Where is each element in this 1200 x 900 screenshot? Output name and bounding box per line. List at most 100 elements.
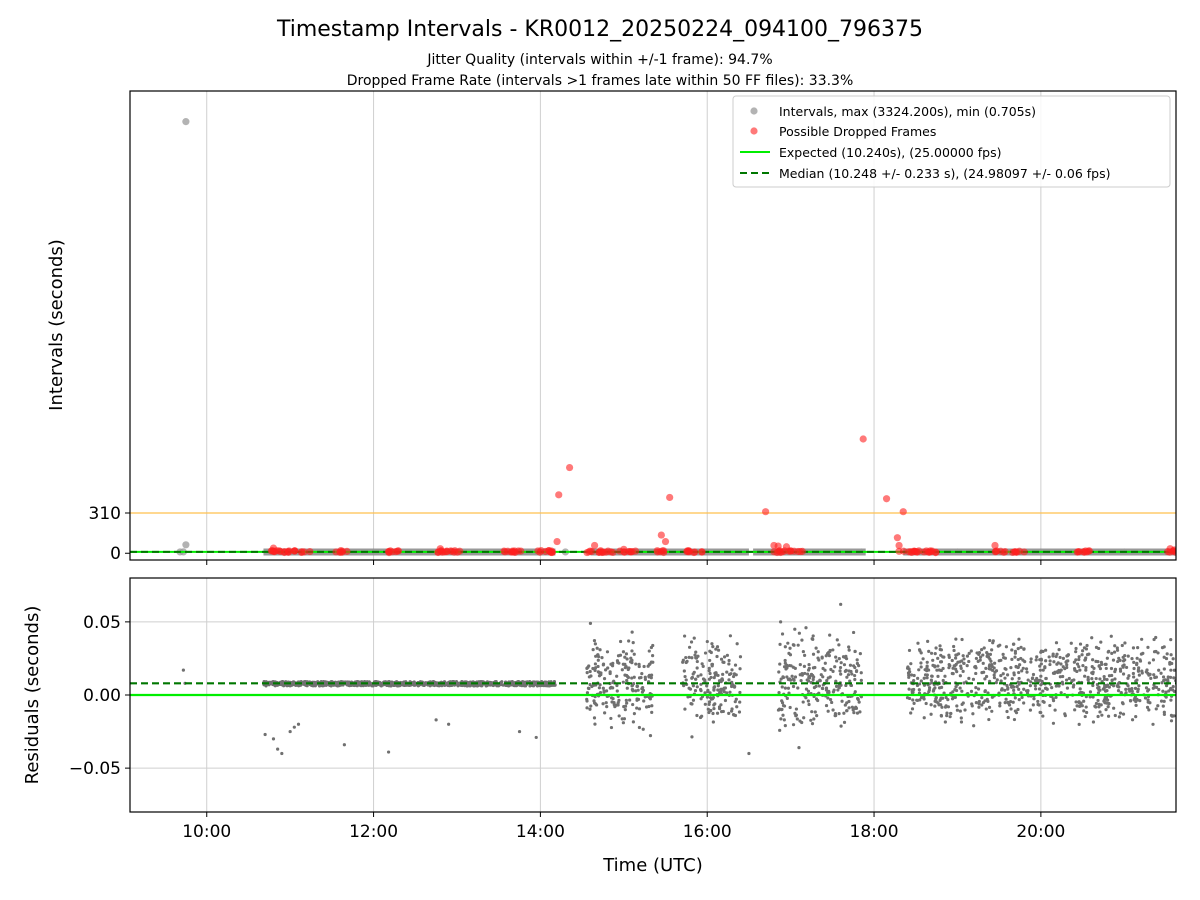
residual-point — [711, 645, 715, 649]
residual-point — [1042, 700, 1046, 704]
residual-point — [992, 673, 996, 677]
residual-point — [730, 668, 734, 672]
residual-point — [738, 667, 742, 671]
residual-point — [993, 670, 997, 674]
residual-point — [1083, 714, 1087, 719]
residual-point — [733, 663, 738, 667]
residual-point — [986, 699, 990, 703]
residual-point — [1017, 687, 1021, 691]
residual-point — [905, 696, 910, 700]
residual-point — [593, 702, 598, 706]
residual-point — [1136, 646, 1140, 650]
residual-point — [585, 691, 590, 695]
residual-point — [974, 666, 978, 670]
residual-point — [1004, 697, 1008, 701]
residual-point — [1109, 634, 1113, 638]
residual-point — [616, 654, 621, 658]
residual-point — [858, 710, 862, 714]
x-axis-label: Time (UTC) — [602, 855, 703, 876]
residual-point — [791, 684, 796, 689]
residual-point — [1097, 702, 1101, 706]
residual-point — [699, 682, 703, 686]
residual-point — [837, 712, 841, 716]
residual-point — [961, 669, 965, 673]
residual-point — [1003, 700, 1007, 705]
residual-point — [947, 655, 951, 659]
residual-point — [596, 664, 600, 669]
residual-point — [927, 688, 931, 692]
chart-title: Timestamp Intervals - KR0012_20250224_09… — [276, 17, 923, 42]
residual-point — [853, 673, 857, 678]
residual-point — [1019, 645, 1023, 649]
chart-subtitle-dropped: Dropped Frame Rate (intervals >1 frames … — [347, 73, 854, 89]
residual-point — [823, 661, 827, 665]
residual-point — [647, 696, 652, 700]
residual-point — [1041, 689, 1045, 693]
residual-point — [801, 649, 805, 654]
residual-point — [990, 709, 994, 713]
residual-point — [696, 674, 700, 678]
residual-point — [713, 685, 717, 689]
residual-point — [622, 717, 626, 721]
residual-point — [834, 679, 838, 683]
residual-point — [627, 639, 631, 643]
residual-point — [1135, 656, 1139, 660]
residual-point — [804, 626, 808, 630]
residual-point — [950, 658, 954, 663]
residual-point — [1149, 676, 1153, 680]
residual-point — [850, 672, 854, 676]
residual-point — [1107, 685, 1111, 689]
residual-point — [1165, 652, 1169, 656]
residual-point — [728, 634, 733, 638]
residual-point — [935, 668, 939, 672]
residual-point — [1123, 654, 1127, 658]
residual-point — [958, 674, 962, 678]
residual-point — [1102, 677, 1107, 681]
residual-point — [722, 686, 726, 690]
residual-point — [1157, 687, 1161, 692]
residual-point — [1085, 653, 1090, 657]
residual-point — [832, 688, 836, 692]
residual-point — [979, 648, 984, 652]
residual-point — [796, 686, 800, 690]
residual-point — [851, 630, 856, 635]
residual-point — [857, 700, 861, 704]
residual-point — [845, 709, 849, 713]
residual-point — [853, 690, 857, 694]
residual-point — [591, 648, 595, 652]
residual-point — [1072, 660, 1076, 664]
residual-point — [816, 650, 820, 654]
residual-point — [683, 674, 687, 679]
residual-point — [651, 654, 655, 658]
residual-point — [1048, 703, 1052, 708]
residual-point — [784, 667, 788, 671]
residual-point — [793, 711, 797, 715]
residual-point — [690, 735, 694, 739]
residual-point — [534, 735, 538, 740]
residual-point — [821, 675, 825, 679]
residual-point — [939, 668, 943, 673]
residual-point — [974, 656, 979, 661]
residual-point — [651, 660, 655, 664]
residual-point — [839, 661, 843, 665]
residual-point — [941, 696, 945, 700]
residual-point — [386, 750, 391, 754]
residual-point — [708, 658, 712, 663]
residual-point — [718, 690, 722, 695]
residual-point — [708, 671, 712, 676]
residual-point — [820, 656, 824, 660]
residual-point — [719, 680, 723, 684]
residual-point — [955, 670, 959, 674]
residual-point — [637, 707, 642, 711]
residual-point — [585, 697, 589, 701]
residual-point — [1084, 665, 1088, 670]
residual-point — [263, 732, 267, 737]
residual-point — [791, 723, 796, 727]
residual-point — [533, 681, 537, 685]
residual-point — [983, 677, 987, 681]
residual-point — [715, 654, 719, 659]
residual-point — [1134, 715, 1138, 719]
residual-point — [949, 711, 953, 716]
residual-point — [982, 670, 986, 674]
residual-point — [1078, 704, 1082, 708]
